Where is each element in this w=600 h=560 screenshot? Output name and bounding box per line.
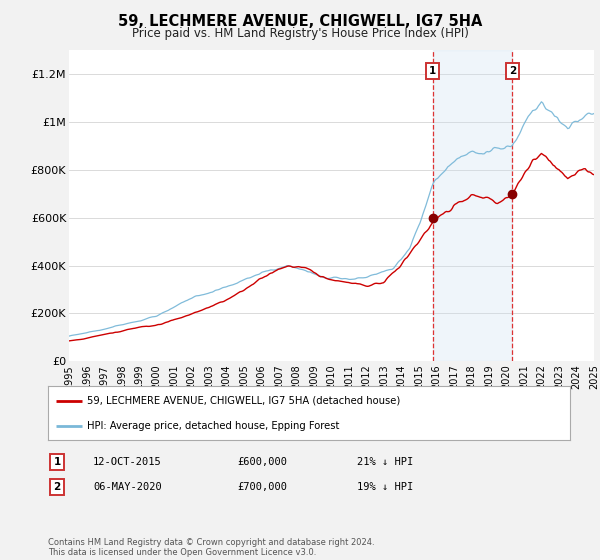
Text: Contains HM Land Registry data © Crown copyright and database right 2024.
This d: Contains HM Land Registry data © Crown c… [48,538,374,557]
Text: 59, LECHMERE AVENUE, CHIGWELL, IG7 5HA (detached house): 59, LECHMERE AVENUE, CHIGWELL, IG7 5HA (… [87,396,400,406]
Text: 2: 2 [509,66,516,76]
Text: 59, LECHMERE AVENUE, CHIGWELL, IG7 5HA: 59, LECHMERE AVENUE, CHIGWELL, IG7 5HA [118,14,482,29]
Text: £700,000: £700,000 [237,482,287,492]
Text: £600,000: £600,000 [237,457,287,467]
Text: 19% ↓ HPI: 19% ↓ HPI [357,482,413,492]
Text: 2: 2 [53,482,61,492]
Text: HPI: Average price, detached house, Epping Forest: HPI: Average price, detached house, Eppi… [87,421,340,431]
Text: 12-OCT-2015: 12-OCT-2015 [93,457,162,467]
Text: 1: 1 [53,457,61,467]
Text: 1: 1 [429,66,436,76]
Text: 21% ↓ HPI: 21% ↓ HPI [357,457,413,467]
Bar [433,50,512,361]
Text: 06-MAY-2020: 06-MAY-2020 [93,482,162,492]
Text: Price paid vs. HM Land Registry's House Price Index (HPI): Price paid vs. HM Land Registry's House … [131,27,469,40]
